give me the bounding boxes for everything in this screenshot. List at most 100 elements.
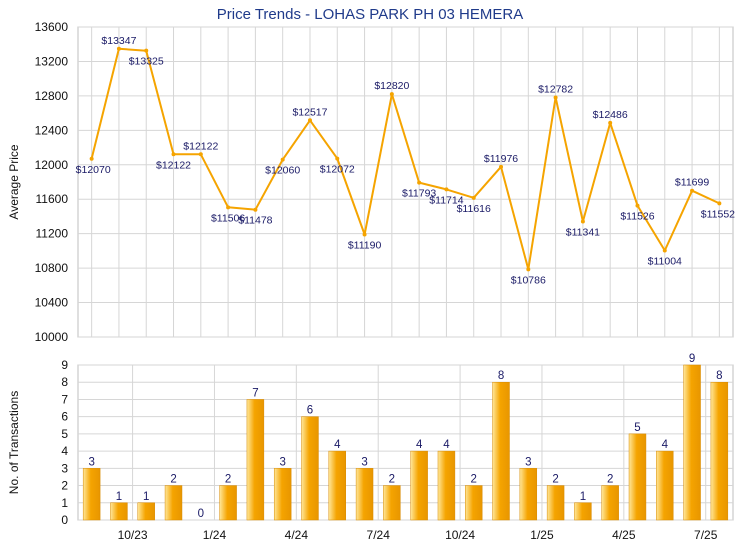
price-data-label: $12782 [538,83,573,95]
price-point [335,156,340,161]
price-y-tick-label: 13600 [35,20,69,34]
price-data-label: $10786 [511,274,546,286]
price-point [89,156,94,161]
price-data-label: $11190 [348,240,382,252]
transactions-y-tick-label: 2 [61,479,68,493]
price-point [226,205,231,210]
transaction-data-label: 3 [361,456,367,468]
price-data-label: $13347 [101,35,136,47]
x-tick-label: 1/25 [530,528,554,542]
x-tick-label: 10/24 [445,528,475,542]
transaction-data-label: 3 [88,456,94,468]
transaction-data-label: 8 [498,370,504,382]
transaction-data-label: 3 [279,456,285,468]
price-data-label: $11616 [457,203,491,215]
price-data-label: $11699 [675,177,709,189]
transaction-data-label: 4 [662,439,669,451]
price-data-label: $11976 [484,153,518,165]
transaction-bar [164,485,183,521]
price-data-label: $12122 [156,159,191,171]
transaction-data-label: 2 [225,474,231,486]
transaction-data-label: 5 [634,422,640,434]
x-tick-label: 10/23 [118,528,148,542]
price-point [307,118,312,123]
price-data-label: $12070 [76,164,111,176]
transaction-bar [628,433,647,521]
x-tick-label: 4/25 [612,528,636,542]
price-data-label: $11341 [566,227,600,239]
price-data-label: $11526 [620,211,654,223]
transaction-data-label: 8 [716,370,722,382]
transactions-y-tick-label: 6 [61,410,68,424]
transaction-data-label: 2 [471,474,477,486]
price-data-label: $11506 [211,212,245,224]
transactions-y-tick-label: 0 [61,513,68,527]
price-point [198,152,203,157]
transactions-y-tick-label: 5 [61,427,68,441]
price-point [171,152,176,157]
price-series-line [90,47,720,271]
price-chart: 10000 10400 10800 11200 11600 12000 12400 12800… [7,20,735,344]
transaction-bar [355,468,374,521]
price-point [444,187,449,192]
price-point [471,195,476,200]
transaction-data-label: 6 [307,405,313,417]
transaction-bar [574,502,592,521]
transaction-bar [710,381,729,521]
transaction-bar [273,468,292,521]
price-y-axis-label: Average Price [7,144,21,219]
price-point [526,267,531,272]
transactions-y-tick-label: 3 [61,461,68,475]
transactions-y-tick-label: 9 [61,358,68,372]
transaction-bar [410,450,428,521]
price-data-label: $12517 [292,106,327,118]
transaction-bar [601,485,619,521]
transactions-y-tick-label: 4 [61,444,68,458]
transactions-y-tick-label: 7 [61,392,68,406]
transaction-data-label: 9 [689,353,695,365]
price-point [499,164,504,169]
transaction-bar [328,450,346,521]
price-point [635,203,640,208]
x-tick-label: 7/24 [367,528,391,542]
price-data-label: $12820 [374,80,409,92]
price-plot-area [77,26,734,338]
transaction-bar [219,485,237,521]
price-y-tick-label: 11200 [36,227,69,241]
transaction-bar [465,485,483,521]
transaction-bar [437,450,456,521]
transaction-bar [383,485,401,521]
price-y-tick-label: 10800 [35,261,69,275]
price-y-tick-label: 12000 [35,158,69,172]
price-data-label: $11004 [648,256,682,268]
price-data-label: $11714 [429,194,463,206]
transaction-data-label: 1 [116,491,122,503]
price-point [362,232,367,237]
transaction-data-label: 2 [607,474,613,486]
transaction-bar [683,364,701,521]
price-data-label: $12072 [320,164,355,176]
x-tick-label: 1/24 [203,528,227,542]
transaction-data-label: 4 [416,439,423,451]
price-y-tick-label: 10000 [35,330,69,344]
transaction-data-label: 1 [143,491,149,503]
price-point [389,92,394,97]
price-point [253,207,258,212]
price-point [280,157,285,162]
transaction-bar [519,468,538,521]
price-y-tick-label: 12800 [35,89,69,103]
price-data-label: $12486 [593,109,628,121]
price-y-tick-label: 10400 [35,296,69,310]
x-tick-label: 7/25 [694,528,718,542]
transaction-bar [656,450,674,521]
x-tick-label: 4/24 [285,528,309,542]
transaction-data-label: 1 [580,491,586,503]
price-data-label: $11552 [701,208,735,220]
price-data-label: $12060 [265,165,300,177]
transaction-data-label: 4 [443,439,450,451]
transaction-bar [82,468,101,521]
transactions-y-tick-label: 1 [61,496,68,510]
price-data-label: $12122 [183,140,218,152]
price-point [690,188,695,193]
